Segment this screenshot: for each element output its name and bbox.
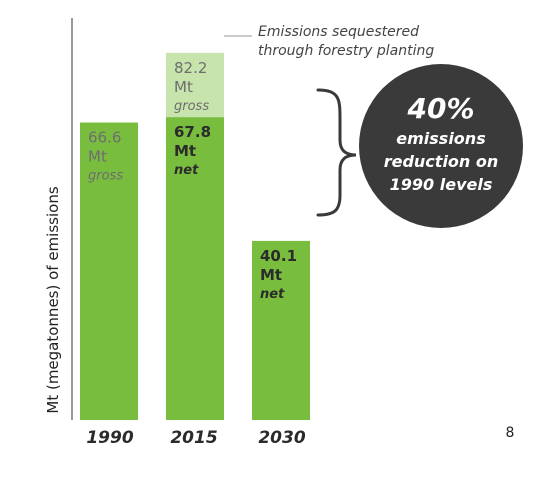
category-label-2030: 2030 (258, 428, 305, 448)
bar-2015 (166, 117, 224, 420)
page-number: 8 (506, 425, 515, 441)
reduction-callout-circle (359, 64, 523, 228)
bar-unit-label-1990: Mt (88, 148, 107, 166)
bar-kind-label-2015-gross: gross (174, 99, 209, 114)
bar-2030 (252, 240, 310, 420)
callout-line-2: emissions (396, 129, 485, 148)
callout-line-3: reduction on (384, 152, 499, 171)
bar-1990 (80, 122, 138, 421)
bar-unit-label-2015-gross: Mt (174, 78, 193, 96)
bar-value-label-2030: 40.1 (260, 247, 297, 265)
annotation-line-1: Emissions sequestered (258, 24, 419, 40)
annotation-line-2: through forestry planting (258, 43, 434, 59)
bar-value-label-1990: 66.6 (88, 129, 121, 147)
bar-kind-label-2030: net (260, 287, 285, 302)
bar-2015-sequestered (166, 52, 224, 118)
callout-percent: 40% (406, 92, 474, 125)
bar-kind-label-2015: net (174, 163, 199, 178)
y-axis-label: Mt (megatonnes) of emissions (44, 186, 62, 413)
bar-kind-label-1990: gross (88, 169, 123, 184)
callout-line-4: 1990 levels (390, 175, 493, 194)
bar-unit-label-2015: Mt (174, 142, 196, 160)
reduction-brace (316, 88, 357, 217)
bar-unit-label-2030: Mt (260, 266, 282, 284)
bar-value-label-2015: 67.8 (174, 123, 211, 141)
category-label-2015: 2015 (170, 428, 217, 448)
category-label-1990: 1990 (86, 428, 133, 448)
bar-value-label-2015-gross: 82.2 (174, 59, 207, 77)
